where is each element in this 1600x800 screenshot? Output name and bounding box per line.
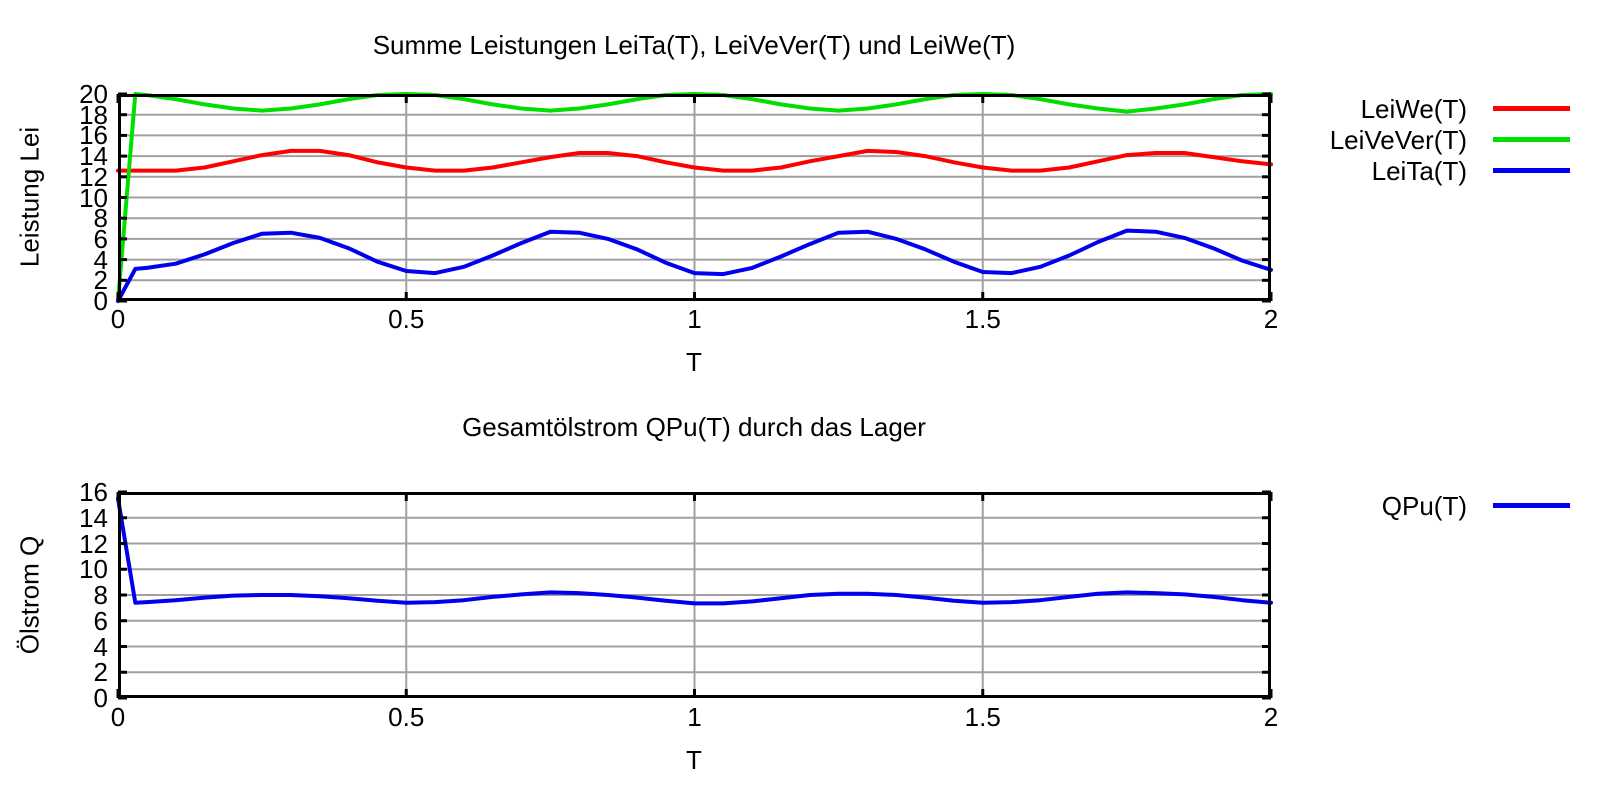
legend-label: LeiTa(T) [1371, 155, 1467, 186]
legend-line-swatch [1493, 106, 1570, 111]
top-xtick-label: 0.5 [388, 304, 425, 334]
top-xtick-label: 0 [110, 304, 126, 334]
bottom-legend: QPu(T) [1280, 490, 1570, 521]
top-ytick-label: 12 [79, 161, 108, 192]
bottom-ytick-label: 2 [93, 657, 108, 688]
legend-row: LeiWe(T) [1280, 93, 1570, 124]
bottom-ytick-label: 12 [79, 528, 108, 559]
bottom-ytick-label: 4 [93, 631, 108, 662]
bottom-chart-title: Gesamtölstrom QPu(T) durch das Lager [462, 412, 926, 442]
series-line-QPu(T) [116, 496, 1273, 606]
top-ytick-label: 14 [79, 141, 108, 172]
bottom-ytick-label: 6 [93, 605, 108, 636]
bottom-ytick-label: 0 [93, 683, 108, 713]
legend-row: QPu(T) [1280, 490, 1570, 521]
legend-label: LeiWe(T) [1360, 93, 1467, 124]
top-xtick-label: 2 [1263, 304, 1279, 334]
series-line-LeiTa(T) [116, 228, 1273, 303]
legend-label: QPu(T) [1381, 490, 1467, 521]
series-line-LeiWe(T) [116, 148, 1273, 173]
bottom-xtick-label: 1 [687, 702, 702, 732]
top-ytick-label: 10 [79, 182, 108, 213]
top-ytick-label: 8 [93, 203, 108, 234]
top-ytick-label: 2 [93, 265, 108, 296]
bottom-xtick-label: 1.5 [964, 702, 1001, 732]
legend-line-swatch [1493, 137, 1570, 142]
bottom-chart-x-axis-label: T [686, 745, 702, 775]
bottom-ytick-label: 8 [93, 580, 108, 610]
top-chart-x-axis-label: T [686, 347, 702, 377]
top-ytick-label: 4 [93, 244, 108, 275]
bottom-xtick-label: 0.5 [388, 702, 425, 732]
legend-line-swatch [1493, 503, 1570, 508]
top-ytick-label: 6 [93, 223, 108, 254]
top-chart-title: Summe Leistungen LeiTa(T), LeiVeVer(T) u… [372, 30, 1016, 60]
bottom-xtick-label: 2 [1263, 702, 1279, 732]
legend-line-swatch [1493, 168, 1570, 173]
top-xtick-label: 1.5 [964, 304, 1001, 334]
legend-label: LeiVeVer(T) [1329, 124, 1467, 155]
top-plot-area [116, 92, 1273, 303]
bottom-ytick-label: 14 [79, 502, 108, 533]
legend-row: LeiTa(T) [1280, 155, 1570, 186]
bottom-ytick-label: 10 [79, 554, 108, 585]
bottom-xtick-label: 0 [110, 702, 126, 732]
top-legend: LeiWe(T) LeiVeVer(T) LeiTa(T) [1280, 93, 1570, 186]
top-ytick-label: 0 [93, 286, 108, 316]
top-xtick-label: 1 [687, 304, 702, 334]
bottom-ytick-label: 16 [79, 477, 108, 507]
legend-row: LeiVeVer(T) [1280, 124, 1570, 155]
top-ytick-label: 20 [79, 79, 108, 109]
top-ytick-label: 18 [79, 99, 108, 130]
bottom-plot-area [116, 490, 1273, 700]
top-ytick-label: 16 [79, 120, 108, 151]
